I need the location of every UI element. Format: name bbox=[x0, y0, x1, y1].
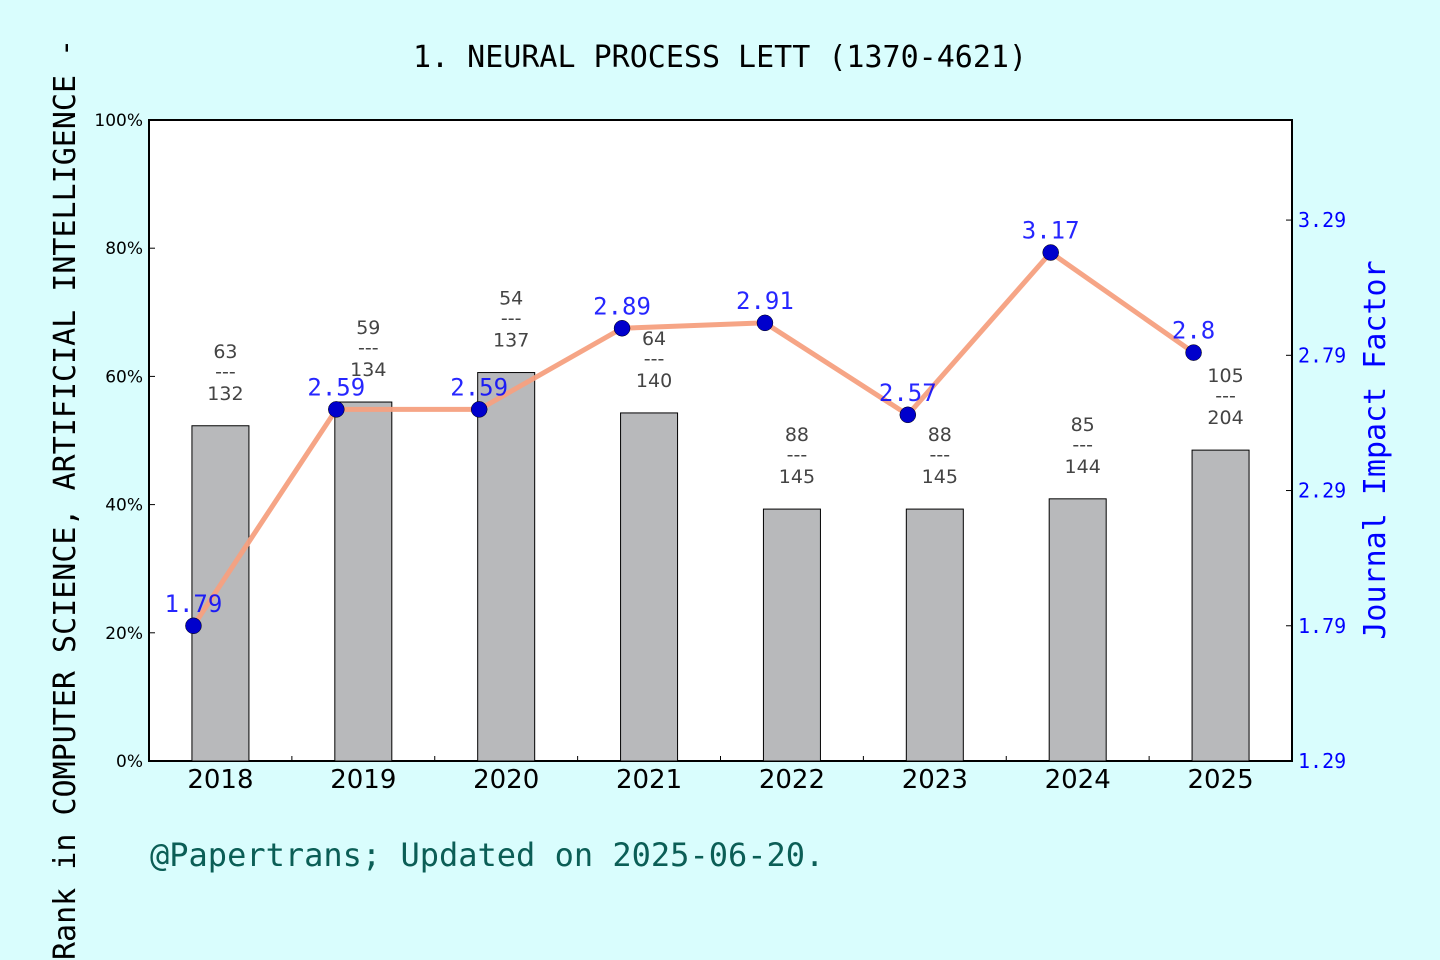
impact-factor-point bbox=[328, 401, 345, 418]
bar-rank-label: 54 bbox=[499, 288, 523, 310]
y-axis: 0% 20% 40% 60% 80% 100% bbox=[94, 111, 155, 772]
y-tick-label: 20% bbox=[105, 624, 143, 644]
bar-total-label: 204 bbox=[1207, 407, 1243, 429]
bar-rank-label: 88 bbox=[785, 424, 809, 446]
x-tick-label: 2025 bbox=[1187, 765, 1253, 795]
impact-factor-label: 1.79 bbox=[165, 590, 223, 618]
x-tick-label: 2019 bbox=[330, 765, 396, 795]
bar-rank-label: 88 bbox=[928, 424, 952, 446]
impact-factor-point bbox=[756, 314, 774, 332]
bar-separator-label: --- bbox=[215, 361, 236, 383]
bar-total-label: 145 bbox=[922, 466, 958, 488]
bar-rank-label: 105 bbox=[1207, 365, 1243, 387]
bar-separator-label: --- bbox=[787, 444, 808, 466]
y2-tick-label: 3.29 bbox=[1298, 208, 1346, 232]
x-tick-label: 2023 bbox=[902, 765, 968, 795]
bar-total-label: 144 bbox=[1065, 456, 1101, 478]
bar-rank-label: 59 bbox=[356, 317, 380, 339]
bar-total-label: 140 bbox=[636, 370, 672, 392]
bar-total-label: 134 bbox=[350, 359, 386, 381]
y-tick-label: 0% bbox=[116, 752, 143, 772]
y-tick-label: 40% bbox=[105, 496, 143, 516]
y-tick-label: 60% bbox=[105, 367, 143, 387]
y2-tick-label: 1.29 bbox=[1298, 749, 1346, 773]
bar bbox=[762, 508, 821, 762]
chart-title: 1. NEURAL PROCESS LETT (1370-4621) bbox=[413, 40, 1027, 75]
y-axis-label: Rank in COMPUTER SCIENCE, ARTIFICIAL INT… bbox=[48, 39, 83, 960]
bar-series bbox=[191, 372, 1250, 762]
bar bbox=[1048, 498, 1107, 762]
bar-separator-label: --- bbox=[644, 348, 665, 370]
impact-factor-label: 2.8 bbox=[1172, 317, 1215, 345]
bar bbox=[191, 425, 250, 762]
bar-separator-label: --- bbox=[358, 337, 379, 359]
bar bbox=[477, 372, 536, 762]
impact-factor-label: 2.91 bbox=[736, 287, 794, 315]
impact-factor-point bbox=[899, 406, 917, 424]
y-tick-label: 80% bbox=[105, 239, 143, 259]
bar-separator-label: --- bbox=[1072, 434, 1093, 456]
bar bbox=[1191, 449, 1250, 762]
impact-factor-label: 3.17 bbox=[1022, 217, 1080, 245]
bar-rank-label: 64 bbox=[642, 328, 666, 350]
bar bbox=[334, 401, 393, 762]
plot-area bbox=[148, 119, 1293, 762]
x-tick-label: 2021 bbox=[616, 765, 682, 795]
x-tick-label: 2018 bbox=[187, 765, 253, 795]
x-axis: 2018 2019 2020 2021 2022 2023 2024 2025 bbox=[187, 756, 1254, 795]
y2-tick-label: 2.79 bbox=[1298, 343, 1346, 367]
bar-separator-label: --- bbox=[930, 444, 951, 466]
impact-factor-point bbox=[470, 401, 488, 418]
impact-factor-point bbox=[1042, 244, 1059, 261]
bar bbox=[620, 412, 679, 762]
impact-factor-label: 2.59 bbox=[450, 373, 508, 401]
y-tick-label: 100% bbox=[94, 111, 143, 131]
bar bbox=[905, 508, 964, 762]
impact-factor-label: 2.89 bbox=[593, 292, 651, 320]
x-tick-label: 2020 bbox=[473, 765, 539, 795]
bar-separator-label: --- bbox=[501, 308, 522, 330]
impact-factor-point bbox=[1185, 344, 1202, 361]
x-tick-label: 2024 bbox=[1045, 765, 1111, 795]
y2-tick-label: 2.29 bbox=[1298, 479, 1346, 503]
bar-rank-label: 85 bbox=[1071, 414, 1095, 436]
bar-separator-label: --- bbox=[1215, 385, 1236, 407]
impact-factor-label: 2.57 bbox=[879, 379, 937, 407]
y2-tick-label: 1.79 bbox=[1298, 614, 1346, 638]
x-tick-label: 2022 bbox=[759, 765, 825, 795]
impact-factor-label: 2.59 bbox=[307, 373, 365, 401]
impact-factor-point bbox=[185, 617, 202, 635]
y2-axis: 1.29 1.79 2.29 2.79 3.29 bbox=[1286, 208, 1346, 773]
bar-total-label: 132 bbox=[207, 383, 243, 405]
footer-note: @Papertrans; Updated on 2025-06-20. bbox=[150, 836, 824, 874]
bar-total-label: 137 bbox=[493, 330, 529, 352]
impact-factor-line bbox=[191, 250, 1195, 628]
bar-rank-label: 63 bbox=[213, 341, 237, 363]
impact-factor-series: 1.79 2.59 2.59 2.89 2.91 2.57 3.17 2.8 bbox=[165, 217, 1215, 635]
y2-axis-label: Journal Impact Factor bbox=[1358, 260, 1393, 639]
impact-factor-point bbox=[613, 320, 631, 337]
bar-total-label: 145 bbox=[779, 466, 815, 488]
